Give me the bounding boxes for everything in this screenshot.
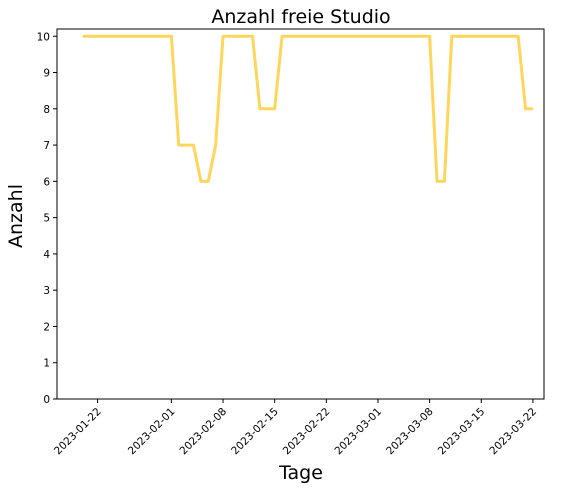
y-tick-label: 9: [43, 68, 50, 80]
y-tick-label: 4: [43, 249, 50, 261]
y-tick-label: 7: [43, 140, 50, 152]
x-axis: 2023-01-22 2023-02-01 2023-02-08 2023-02-15…: [52, 399, 539, 457]
y-tick-label: 6: [43, 176, 50, 188]
x-tick-label: 2023-01-22: [52, 406, 104, 458]
x-tick-label: 2023-02-15: [229, 406, 281, 458]
y-tick-label: 5: [43, 213, 50, 225]
y-axis: 0 1 2 3 4 5 6 7 8 9 10: [37, 31, 57, 406]
series-line: [82, 34, 533, 183]
chart-title: Anzahl freie Studio: [211, 6, 390, 28]
plot-frame: [56, 28, 545, 400]
x-tick-label: 2023-02-08: [178, 406, 230, 458]
x-tick-label: 2023-03-15: [436, 406, 488, 458]
plot-area: [82, 34, 534, 183]
y-tick-label: 3: [43, 285, 50, 297]
x-tick-label: 2023-03-08: [384, 406, 436, 458]
y-axis-label: Anzahl: [5, 184, 27, 248]
y-tick-label: 10: [37, 31, 50, 43]
x-tick-label: 2023-02-22: [281, 406, 333, 458]
x-tick-label: 2023-03-01: [332, 406, 384, 458]
y-tick-label: 1: [43, 358, 50, 370]
y-tick-label: 2: [43, 321, 50, 333]
x-axis-label: Tage: [278, 462, 323, 484]
x-tick-label: 2023-02-01: [126, 406, 178, 458]
x-tick-label: 2023-03-22: [487, 406, 539, 458]
y-tick-label: 8: [43, 104, 50, 116]
y-tick-label: 0: [43, 394, 50, 406]
